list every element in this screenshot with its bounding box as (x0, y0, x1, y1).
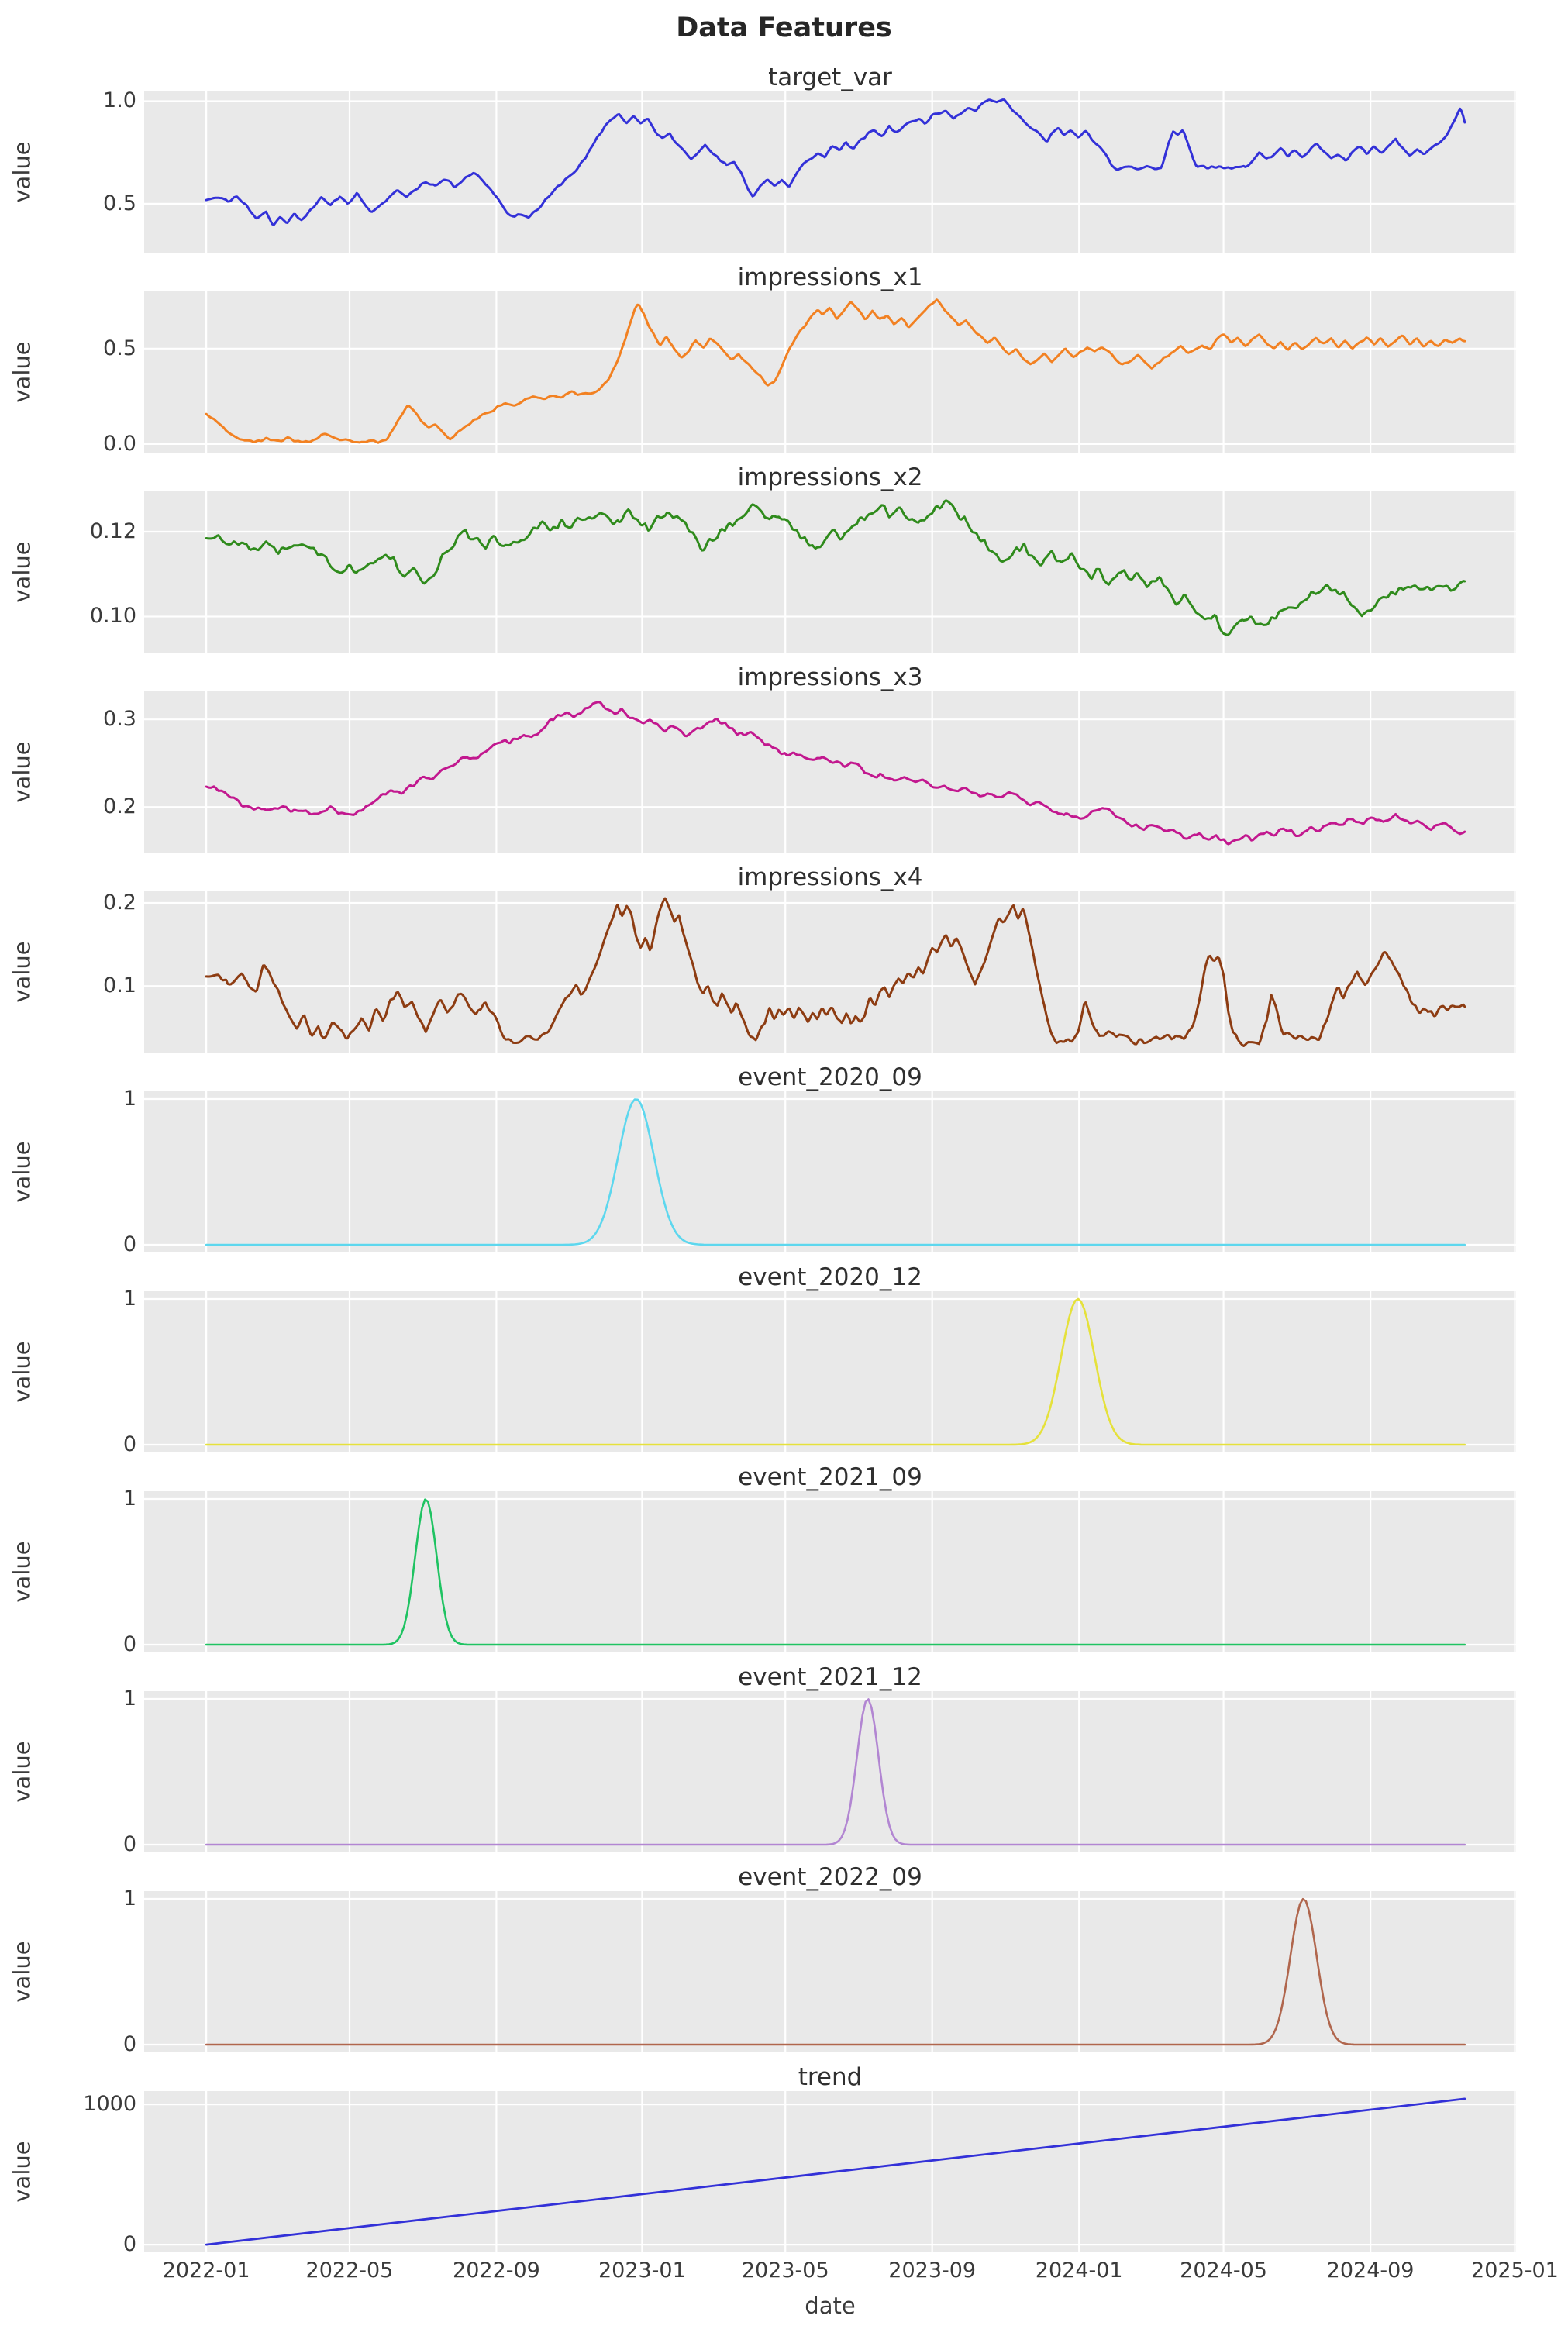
x-tick-label: 2022-05 (305, 2259, 394, 2283)
x-tick-label: 2023-01 (598, 2259, 686, 2283)
y-axis-label: value (9, 1941, 36, 2003)
panel-title-event_2021_09: event_2021_09 (738, 1463, 922, 1491)
x-tick-label: 2024-09 (1326, 2259, 1415, 2283)
x-tick-label: 2024-05 (1180, 2259, 1267, 2283)
y-tick-label: 0 (122, 2232, 136, 2257)
series-line-impressions_x2 (205, 499, 1466, 636)
series-line-event_2020_12 (205, 1297, 1466, 1446)
figure-title: Data Features (676, 12, 892, 43)
panel-title-event_2020_12: event_2020_12 (738, 1263, 922, 1291)
y-tick-label: 0 (122, 1632, 136, 1657)
plot-area-event_2020_09 (144, 1091, 1516, 1252)
x-axis-label: date (805, 2293, 856, 2319)
series-line-event_2021_12 (205, 1698, 1466, 1846)
panel-title-impressions_x4: impressions_x4 (737, 863, 923, 891)
series-line-trend (205, 2097, 1466, 2246)
x-tick-label: 2023-05 (741, 2259, 829, 2283)
panel-title-target_var: target_var (768, 64, 892, 91)
x-tick-label: 2022-01 (162, 2259, 250, 2283)
y-tick-label: 1 (122, 1286, 136, 1311)
y-tick-label: 1.0 (103, 88, 136, 113)
y-tick-label: 1 (122, 1486, 136, 1511)
y-tick-label: 0.1 (103, 973, 136, 998)
y-tick-label: 0.5 (103, 191, 136, 215)
y-tick-label: 1 (122, 1686, 136, 1711)
x-tick-label: 2025-01 (1471, 2259, 1559, 2283)
plot-area-impressions_x1 (144, 291, 1516, 453)
series-line-impressions_x4 (205, 897, 1466, 1047)
y-tick-label: 0.2 (103, 794, 136, 819)
panel-title-impressions_x3: impressions_x3 (737, 663, 923, 691)
y-axis-label: value (9, 141, 36, 203)
y-tick-label: 0 (122, 2032, 136, 2057)
plot-area-event_2020_12 (144, 1291, 1516, 1452)
plot-area-event_2021_12 (144, 1691, 1516, 1852)
panel-title-event_2022_09: event_2022_09 (738, 1863, 922, 1891)
x-tick-label: 2023-09 (888, 2259, 977, 2283)
y-axis-label: value (9, 1741, 36, 1803)
y-axis-label: value (9, 341, 36, 403)
panel-title-event_2020_09: event_2020_09 (738, 1063, 922, 1091)
panel-title-impressions_x1: impressions_x1 (737, 264, 923, 291)
x-tick-label: 2022-09 (453, 2259, 540, 2283)
y-tick-label: 0 (122, 1432, 136, 1457)
series-line-target_var (205, 98, 1466, 226)
plot-area-impressions_x3 (144, 691, 1516, 853)
series-line-impressions_x3 (205, 701, 1466, 846)
y-tick-label: 1000 (83, 2092, 136, 2117)
y-tick-label: 0.5 (103, 336, 136, 360)
panel-title-impressions_x2: impressions_x2 (737, 463, 923, 491)
y-tick-label: 0.10 (89, 604, 136, 629)
y-tick-label: 0 (122, 1832, 136, 1857)
series-line-event_2021_09 (205, 1498, 1466, 1646)
series-line-impressions_x1 (205, 298, 1466, 444)
y-tick-label: 0 (122, 1232, 136, 1257)
y-axis-label: value (9, 1541, 36, 1603)
y-axis-label: value (9, 1141, 36, 1203)
x-tick-label: 2024-01 (1035, 2259, 1123, 2283)
plot-area-impressions_x4 (144, 891, 1516, 1053)
y-axis-label: value (9, 1341, 36, 1403)
y-tick-label: 1 (122, 1886, 136, 1911)
y-tick-label: 0.0 (103, 431, 136, 456)
plot-area-target_var (144, 91, 1516, 253)
y-axis-label: value (9, 941, 36, 1003)
y-tick-label: 1 (122, 1086, 136, 1111)
series-line-event_2020_09 (205, 1098, 1466, 1246)
plot-area-event_2022_09 (144, 1891, 1516, 2052)
y-tick-label: 0.3 (103, 707, 136, 732)
y-tick-label: 0.12 (89, 519, 136, 543)
plot-area-trend (144, 2091, 1516, 2252)
plot-area-impressions_x2 (144, 491, 1516, 653)
panel-title-event_2021_12: event_2021_12 (738, 1663, 922, 1691)
panel-title-trend: trend (798, 2063, 863, 2091)
series-line-event_2022_09 (205, 1897, 1466, 2046)
y-tick-label: 0.2 (103, 891, 136, 915)
plot-area-event_2021_09 (144, 1491, 1516, 1652)
